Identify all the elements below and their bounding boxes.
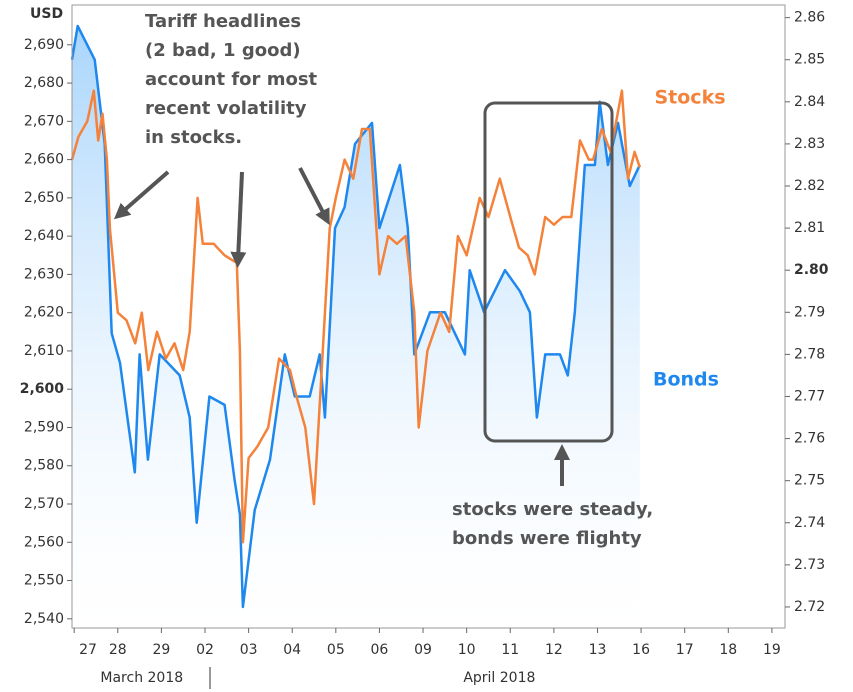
y2-tick-label: 2.82 [794,178,825,194]
y2-tick-label: 2.78 [794,346,825,362]
y-tick-label: 2,650 [24,190,64,206]
y-tick-label: 2,590 [24,419,64,435]
y2-tick-label: 2.75 [794,473,825,489]
x-tick-label: 16 [632,642,650,658]
y2-tick-label: 2.74 [794,515,825,531]
y-tick-label: 2,660 [24,152,64,168]
x-tick-label: 13 [589,642,607,658]
month-label: March 2018 [100,670,183,686]
x-tick-label: 29 [152,642,170,658]
x-tick-label: 06 [371,642,389,658]
highlight-box [483,101,614,443]
x-tick-label: 10 [458,642,476,658]
y2-tick-label: 2.79 [794,304,825,320]
arrow [230,171,247,268]
series-label: Stocks [654,87,725,109]
y-tick-label: 2,690 [24,37,64,53]
annotation: Tariff headlines [145,11,301,32]
y2-tick-label: 2.84 [794,94,825,110]
y-tick-label: 2,570 [24,496,64,512]
y-tick-label: 2,670 [24,113,64,129]
y2-tick-label: 2.76 [794,431,825,447]
x-tick-label: 11 [501,642,519,658]
annotation: stocks were steady, [452,499,653,520]
x-tick-label: 27 [79,642,97,658]
y-tick-label: 2,540 [24,611,64,627]
x-tick-label: 28 [109,642,127,658]
y2-tick-label: 2.81 [794,220,825,236]
y2-tick-label: 2.72 [794,599,825,615]
x-tick-label: 12 [545,642,563,658]
x-tick-label: 18 [719,642,737,658]
annotation: recent volatility [145,98,307,119]
arrow [113,170,170,220]
y2-tick-label: 2.86 [794,10,825,26]
annotation: bonds were flighty [452,528,642,549]
x-tick-label: 09 [414,642,432,658]
y-tick-label: 2,550 [24,573,64,589]
series-label: Bonds [653,369,719,391]
area [72,26,640,628]
plot-area [70,24,641,628]
y2-tick-label: 2.83 [794,136,825,152]
y-tick-label: 2,580 [24,458,64,474]
x-tick-label: 02 [196,642,214,658]
y-tick-label: 2,680 [24,75,64,91]
y2-tick-label: 2.77 [794,388,825,404]
month-label: April 2018 [463,670,535,686]
y-tick-label: 2,620 [24,305,64,321]
x-tick-label: 19 [763,642,781,658]
x-tick-label: 04 [283,642,301,658]
y-axis-label: USD [30,6,63,22]
x-tick-label: 05 [327,642,345,658]
y2-tick-label: 2.85 [794,52,825,68]
arrow [298,167,330,226]
line [70,24,641,609]
x-tick-label: 17 [676,642,694,658]
y2-tick-label: 2.80 [794,262,829,278]
x-tick-label: 03 [240,642,258,658]
annotation: in stocks. [145,127,242,148]
annotation: (2 bad, 1 good) [145,40,301,61]
y-tick-label: 2,630 [24,266,64,282]
y2-tick-label: 2.73 [794,557,825,573]
y-tick-label: 2,640 [24,228,64,244]
plot-frame [71,4,786,629]
annotation: account for most [145,69,318,90]
y-tick-label: 2,610 [24,343,64,359]
line [70,89,641,544]
y-tick-label: 2,560 [24,534,64,550]
y-tick-label: 2,600 [20,381,65,397]
